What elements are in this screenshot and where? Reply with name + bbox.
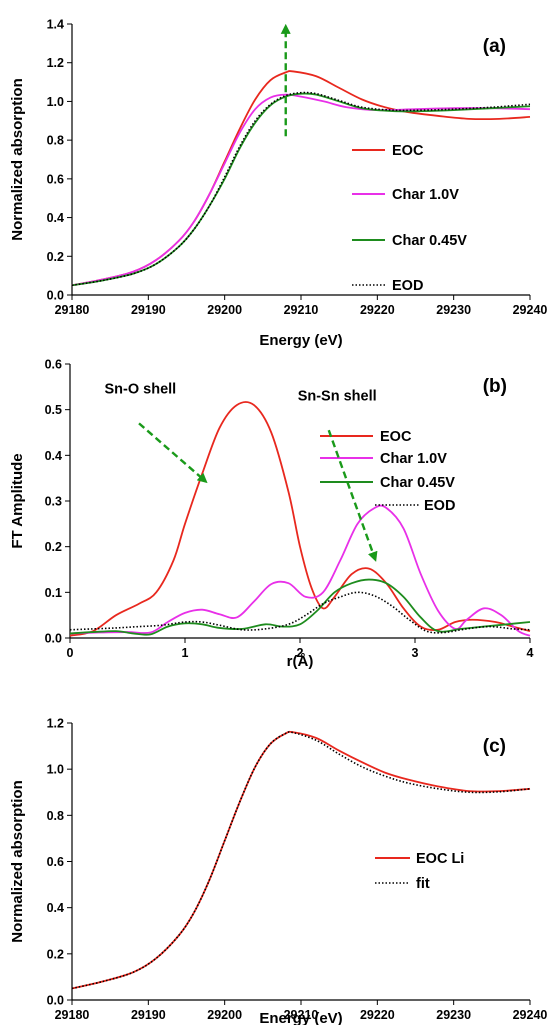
panel-label: (b)	[483, 376, 507, 397]
x-tick-label: 29180	[55, 303, 90, 317]
series-line-char-1-0v	[69, 504, 531, 637]
panel-b-ft-amplitude-chart: 0 1 2 3 4 0.0 0.1 0.2 0.3 0.4 0.5 0.6 r(Å) FT Amplitu…	[9, 358, 534, 671]
x-tick-label: 29180	[55, 1008, 90, 1022]
y-axis-label: Normalized absorption	[9, 78, 26, 241]
y-tick-label: 0.8	[47, 134, 64, 148]
y-tick-label: 0.0	[47, 289, 64, 303]
x-tick-label: 29190	[131, 1008, 166, 1022]
y-tick-label: 0.2	[47, 947, 64, 961]
x-tick-label: 29210	[284, 303, 319, 317]
x-tick-label: 1	[182, 646, 189, 660]
x-tick-label: 29190	[131, 303, 166, 317]
y-tick-label: 0.3	[45, 495, 62, 509]
panel-label: (c)	[483, 736, 506, 757]
y-tick-label: 0.4	[47, 901, 64, 915]
legend-entry: fit	[416, 876, 430, 892]
x-tick-label: 3	[412, 646, 419, 660]
legend-entry: EOC	[392, 143, 424, 159]
legend-entry: EOD	[424, 498, 455, 514]
legend-entry: EOD	[392, 278, 423, 294]
x-tick-label: 29220	[360, 303, 395, 317]
series-line-eod	[69, 591, 531, 634]
y-tick-label: 0.6	[45, 358, 62, 372]
legend-entry: Char 0.45V	[392, 233, 467, 249]
y-tick-label: 0.5	[45, 403, 62, 417]
panel-a-xanes-chart: 29180 29190 29200 29210 29220 29230 29240 0.0 0.…	[9, 18, 547, 350]
x-axis-label: Energy (eV)	[259, 332, 342, 349]
y-axis-label: FT Amplitude	[9, 453, 26, 548]
y-tick-label: 1.2	[47, 717, 64, 731]
x-tick-label: 0	[67, 646, 74, 660]
y-tick-label: 1.0	[47, 763, 64, 777]
panel-label: (a)	[483, 36, 506, 57]
x-tick-label: 29220	[360, 1008, 395, 1022]
x-tick-label: 29210	[284, 1008, 319, 1022]
y-tick-label: 0.6	[47, 855, 64, 869]
x-tick-label: 29230	[436, 303, 471, 317]
y-tick-label: 1.4	[47, 18, 64, 32]
y-tick-label: 0.0	[45, 632, 62, 646]
legend-entry: Char 1.0V	[392, 187, 459, 203]
legend-entry: Char 0.45V	[380, 475, 455, 491]
panel-c-eoc-fit-chart: 29180 29190 29200 29210 29220 29230 29240 0.0 0.…	[9, 717, 547, 1025]
legend-entry: EOC Li	[416, 851, 464, 867]
x-tick-label: 2	[297, 646, 304, 660]
x-tick-label: 29200	[207, 1008, 242, 1022]
y-tick-label: 0.8	[47, 809, 64, 823]
x-tick-label: 4	[527, 646, 534, 660]
annotation-arrow	[138, 422, 208, 484]
series-line-eod	[71, 91, 531, 287]
x-axis-label: r(Å)	[287, 653, 314, 670]
x-tick-label: 29240	[513, 1008, 548, 1022]
series-line-eoc	[71, 70, 531, 287]
annotation-label: Sn-O shell	[105, 382, 177, 398]
series-line-fit	[71, 731, 531, 990]
y-tick-label: 0.4	[45, 449, 62, 463]
series-line-char-0-45v	[69, 578, 531, 636]
legend-entry: EOC	[380, 429, 412, 445]
x-tick-label: 29230	[436, 1008, 471, 1022]
annotation-arrow	[327, 429, 378, 562]
x-tick-label: 29200	[207, 303, 242, 317]
y-tick-label: 1.2	[47, 56, 64, 70]
legend-entry: Char 1.0V	[380, 451, 447, 467]
y-tick-label: 0.6	[47, 172, 64, 186]
y-tick-label: 0.4	[47, 211, 64, 225]
x-tick-label: 29240	[513, 303, 548, 317]
y-axis-label: Normalized absorption	[9, 780, 26, 943]
x-axis-label: Energy (eV)	[259, 1010, 342, 1025]
y-tick-label: 0.2	[47, 250, 64, 264]
y-tick-label: 0.2	[45, 540, 62, 554]
series-line-char-1-0v	[71, 93, 531, 287]
y-tick-label: 1.0	[47, 95, 64, 109]
series-line-char-0-45v	[71, 92, 531, 287]
y-tick-label: 0.0	[47, 994, 64, 1008]
annotation-label: Sn-Sn shell	[298, 389, 377, 405]
series-line-eoc	[69, 401, 531, 637]
y-tick-label: 0.1	[45, 586, 62, 600]
